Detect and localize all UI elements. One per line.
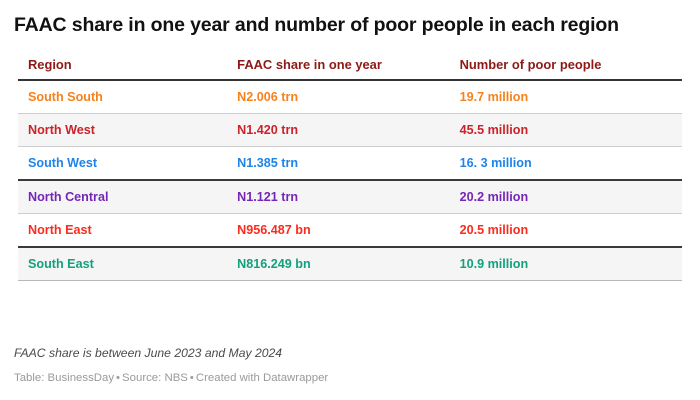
poor-people-value: 10.9 million [459, 256, 529, 271]
credits: Table: BusinessDay • Source: NBS • Created w… [14, 371, 688, 386]
table-container: Region FAAC share in one year Number of … [12, 56, 688, 281]
poor-people-value: 19.7 million [459, 89, 529, 104]
credit-table: Table: BusinessDay [14, 372, 115, 385]
footnote: FAAC share is between June 2023 and May … [14, 346, 283, 361]
column-header-faac-share-label: FAAC share in one year [237, 56, 382, 72]
cell-poor-people: 20.2 million [449, 178, 682, 214]
table-body: South South N2.006 trn 19.7 million Nort… [18, 79, 682, 281]
data-table: Region FAAC share in one year Number of … [18, 56, 682, 281]
poor-people-value: 45.5 million [459, 122, 529, 137]
cell-faac-share: N2.006 trn [227, 79, 450, 114]
column-header-poor-people[interactable]: Number of poor people [449, 56, 682, 81]
page-title: FAAC share in one year and number of poo… [14, 14, 619, 36]
table-header: Region FAAC share in one year Number of … [18, 56, 682, 81]
cell-faac-share: N1.385 trn [227, 146, 450, 181]
table-row: South West N1.385 trn 16. 3 million [18, 146, 682, 181]
cell-poor-people: 16. 3 million [449, 146, 682, 181]
poor-people-value: 20.2 million [459, 189, 529, 204]
credit-source: Source: NBS [122, 372, 188, 385]
table-header-row: Region FAAC share in one year Number of … [18, 56, 682, 81]
poor-people-value: 16. 3 million [459, 155, 532, 170]
faac-share-value: N2.006 trn [237, 89, 299, 104]
cell-faac-share: N1.420 trn [227, 113, 450, 147]
cell-poor-people: 19.7 million [449, 79, 682, 114]
column-header-faac-share[interactable]: FAAC share in one year [227, 56, 450, 81]
cell-faac-share: N816.249 bn [227, 246, 450, 281]
region-label: South East [28, 256, 94, 271]
faac-share-value: N1.420 trn [237, 122, 299, 137]
credit-separator-1: • [116, 372, 121, 385]
table-row: North West N1.420 trn 45.5 million [18, 113, 682, 147]
cell-faac-share: N1.121 trn [227, 178, 450, 214]
column-header-region[interactable]: Region [18, 56, 228, 81]
faac-share-value: N1.121 trn [237, 189, 299, 204]
cell-region: North Central [18, 178, 228, 214]
region-label: South West [28, 155, 98, 170]
region-label: North Central [28, 189, 109, 204]
cell-region: South East [18, 246, 228, 281]
table-row: South South N2.006 trn 19.7 million [18, 79, 682, 114]
credit-created-with[interactable]: Created with Datawrapper [195, 372, 329, 385]
region-label: South South [28, 89, 103, 104]
faac-share-value: N956.487 bn [237, 222, 311, 237]
cell-faac-share: N956.487 bn [227, 213, 450, 248]
region-label: North East [28, 222, 92, 237]
cell-poor-people: 45.5 million [449, 113, 682, 147]
column-header-region-label: Region [28, 56, 72, 72]
faac-share-value: N816.249 bn [237, 256, 311, 271]
cell-region: South West [18, 146, 228, 181]
cell-region: North East [18, 213, 228, 248]
table-row: North East N956.487 bn 20.5 million [18, 213, 682, 248]
table-row: South East N816.249 bn 10.9 million [18, 246, 682, 281]
faac-share-value: N1.385 trn [237, 155, 299, 170]
table-row: North Central N1.121 trn 20.2 million [18, 178, 682, 214]
credit-separator-2: • [189, 372, 194, 385]
cell-poor-people: 10.9 million [449, 246, 682, 281]
cell-poor-people: 20.5 million [449, 213, 682, 248]
column-header-poor-people-label: Number of poor people [459, 56, 602, 72]
cell-region: North West [18, 113, 228, 147]
footer: FAAC share is between June 2023 and May … [14, 346, 688, 386]
region-label: North West [28, 122, 95, 137]
cell-region: South South [18, 79, 228, 114]
poor-people-value: 20.5 million [459, 222, 529, 237]
